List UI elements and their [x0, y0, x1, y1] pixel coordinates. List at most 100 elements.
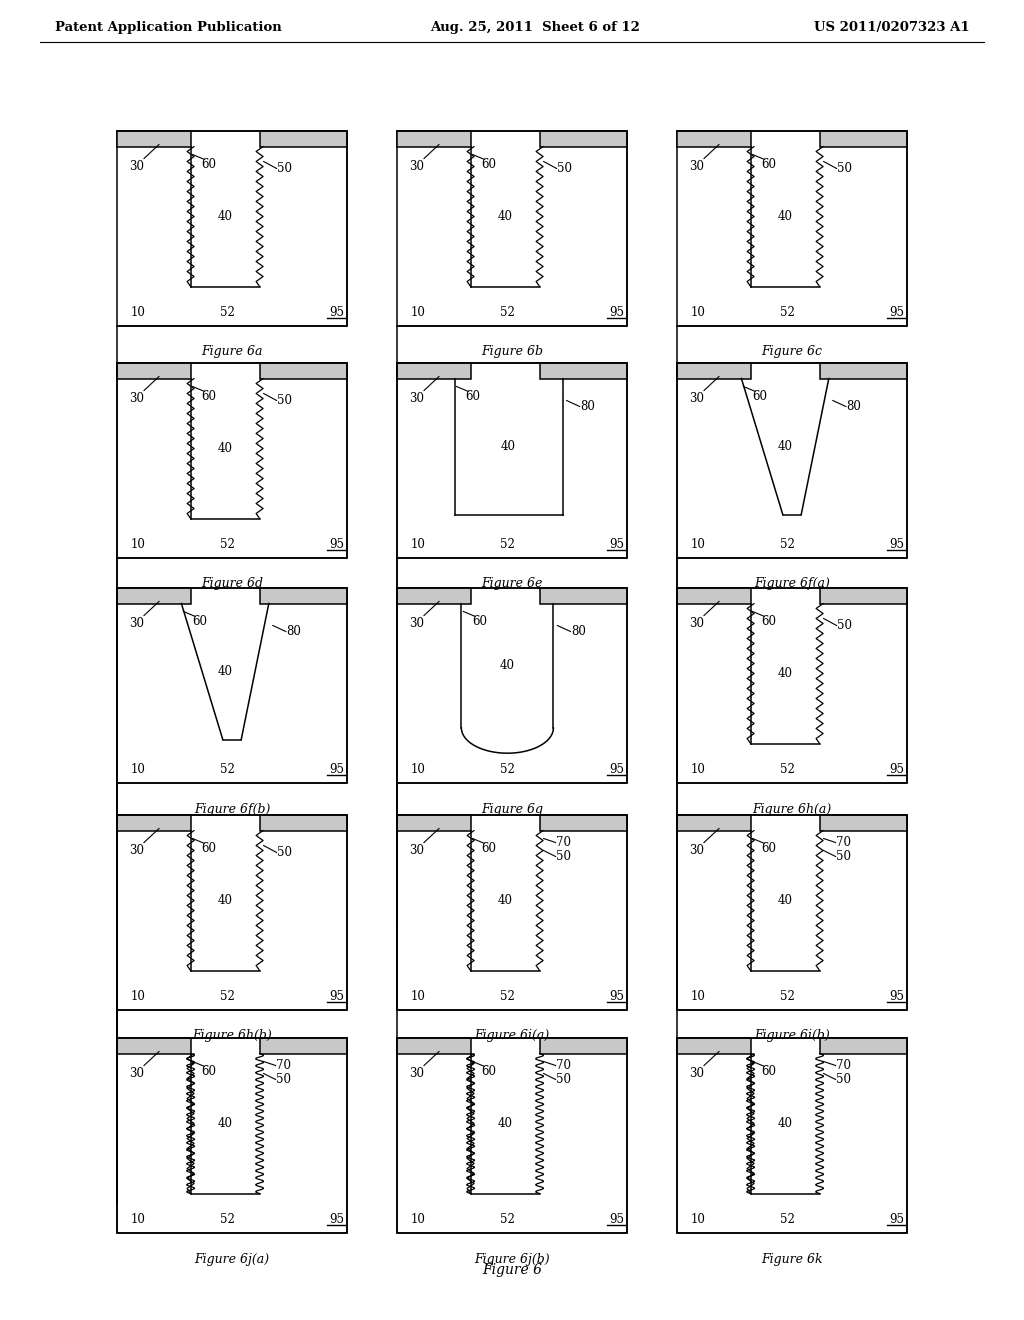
Text: 60: 60: [472, 615, 486, 628]
Text: 50: 50: [556, 850, 571, 863]
Text: 60: 60: [201, 842, 216, 855]
Bar: [540, 363, 627, 379]
Text: 40: 40: [777, 894, 793, 907]
Text: Figure 6e: Figure 6e: [481, 578, 543, 590]
Bar: [117, 363, 347, 557]
Text: 95: 95: [609, 763, 625, 776]
Bar: [117, 587, 347, 783]
Text: 10: 10: [131, 306, 145, 319]
Text: Patent Application Publication: Patent Application Publication: [55, 21, 282, 34]
Bar: [260, 363, 347, 379]
Bar: [117, 814, 190, 830]
Bar: [677, 587, 751, 603]
Bar: [540, 1038, 627, 1053]
Text: 30: 30: [689, 843, 705, 857]
Text: 10: 10: [131, 763, 145, 776]
Text: 70: 70: [556, 836, 571, 849]
Text: 52: 52: [219, 763, 234, 776]
Text: 30: 30: [410, 843, 425, 857]
Text: 40: 40: [777, 667, 793, 680]
Text: 30: 30: [129, 1067, 144, 1080]
Text: 30: 30: [410, 1067, 425, 1080]
Text: Figure 6i(b): Figure 6i(b): [754, 1030, 829, 1043]
Text: 95: 95: [890, 306, 904, 319]
Text: US 2011/0207323 A1: US 2011/0207323 A1: [814, 21, 970, 34]
Text: 10: 10: [411, 539, 426, 550]
Text: 95: 95: [890, 1213, 904, 1226]
Text: 40: 40: [777, 210, 793, 223]
Text: 52: 52: [500, 990, 514, 1003]
Text: 40: 40: [218, 210, 232, 223]
Bar: [260, 131, 347, 147]
Text: 40: 40: [218, 894, 232, 907]
Text: 10: 10: [411, 1213, 426, 1226]
Text: 30: 30: [410, 392, 425, 405]
Text: 70: 70: [837, 1059, 851, 1072]
Text: 40: 40: [501, 440, 516, 453]
Text: 60: 60: [191, 615, 207, 628]
Text: 30: 30: [129, 392, 144, 405]
Text: 80: 80: [571, 624, 586, 638]
Text: 60: 60: [481, 158, 496, 172]
Bar: [677, 587, 907, 783]
Bar: [819, 587, 907, 603]
Bar: [117, 587, 190, 603]
Bar: [677, 363, 751, 379]
Bar: [677, 814, 751, 830]
Text: 95: 95: [330, 539, 344, 550]
Text: 95: 95: [330, 763, 344, 776]
Text: 30: 30: [689, 1067, 705, 1080]
Text: 30: 30: [689, 392, 705, 405]
Text: 60: 60: [201, 1065, 216, 1078]
Text: 52: 52: [779, 990, 795, 1003]
Text: Figure 6i(a): Figure 6i(a): [474, 1030, 550, 1043]
Text: 50: 50: [278, 846, 292, 859]
Text: 50: 50: [278, 162, 292, 176]
Text: 60: 60: [201, 158, 216, 172]
Text: 52: 52: [500, 1213, 514, 1226]
Text: Figure 6a: Figure 6a: [202, 346, 263, 359]
Text: 10: 10: [691, 990, 706, 1003]
Text: 10: 10: [691, 539, 706, 550]
Text: 10: 10: [691, 1213, 706, 1226]
Text: 40: 40: [218, 1117, 232, 1130]
Text: 40: 40: [218, 442, 232, 455]
Bar: [819, 131, 907, 147]
Text: 50: 50: [556, 1073, 571, 1086]
Text: 60: 60: [481, 842, 496, 855]
Text: 50: 50: [837, 619, 852, 632]
Text: 95: 95: [609, 539, 625, 550]
Text: 50: 50: [276, 1073, 291, 1086]
Bar: [397, 814, 627, 1010]
Text: Figure 6d: Figure 6d: [201, 578, 263, 590]
Text: 80: 80: [581, 400, 595, 413]
Text: 40: 40: [777, 440, 793, 453]
Text: Figure 6b: Figure 6b: [481, 346, 543, 359]
Text: 52: 52: [500, 306, 514, 319]
Text: 50: 50: [278, 393, 292, 407]
Bar: [677, 1038, 907, 1233]
Text: 10: 10: [131, 1213, 145, 1226]
Text: 52: 52: [500, 763, 514, 776]
Text: 50: 50: [837, 1073, 851, 1086]
Text: 40: 40: [498, 210, 513, 223]
Bar: [117, 131, 347, 326]
Text: 52: 52: [779, 1213, 795, 1226]
Text: 50: 50: [557, 162, 572, 176]
Text: 40: 40: [500, 659, 515, 672]
Text: 60: 60: [761, 842, 776, 855]
Text: 30: 30: [129, 843, 144, 857]
Bar: [677, 131, 751, 147]
Text: Figure 6f(a): Figure 6f(a): [754, 578, 829, 590]
Text: 52: 52: [219, 539, 234, 550]
Text: 60: 60: [481, 1065, 496, 1078]
Text: 30: 30: [129, 616, 144, 630]
Text: Figure 6g: Figure 6g: [481, 803, 543, 816]
Bar: [677, 131, 907, 326]
Text: 60: 60: [761, 615, 776, 628]
Bar: [397, 587, 471, 603]
Text: 80: 80: [847, 400, 861, 413]
Text: 50: 50: [837, 162, 852, 176]
Text: 40: 40: [218, 665, 232, 678]
Text: 52: 52: [219, 306, 234, 319]
